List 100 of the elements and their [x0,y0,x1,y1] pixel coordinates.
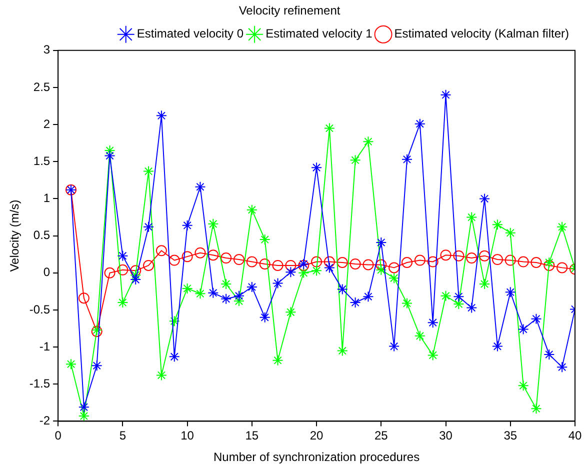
point [66,358,76,370]
x-tick-label: 30 [439,428,453,443]
point [272,260,284,271]
point [518,324,529,335]
point [504,254,516,266]
point [402,257,412,268]
point [143,221,154,232]
x-tick-label: 10 [180,428,194,443]
y-tick-label: 1 [43,191,50,206]
point [350,297,361,308]
point [336,345,348,356]
point [544,348,555,360]
point [388,272,400,284]
point [453,298,464,310]
point [518,256,529,268]
point [117,250,128,262]
point [556,362,568,373]
point [324,256,335,268]
point [194,288,206,300]
point [414,118,426,130]
point [388,340,400,352]
x-tick-label: 25 [374,428,388,443]
point [388,262,400,274]
x-tick-label: 20 [310,428,324,443]
point [427,317,438,328]
x-tick-label: 15 [245,428,259,443]
point [440,290,452,302]
y-tick-label: 2.5 [33,80,50,94]
point [466,212,478,223]
legend-label: Estimated velocity (Kalman filter) [394,26,570,41]
point [117,297,128,308]
point [298,267,310,278]
point [208,287,219,298]
x-tick-label: 0 [54,428,62,443]
point [402,154,412,165]
point [530,313,542,324]
point [362,259,374,270]
point [414,254,426,266]
point [156,370,167,381]
point [194,181,206,192]
point [479,250,490,262]
point [504,286,516,298]
point [492,340,503,352]
point [336,284,348,295]
point [208,218,219,230]
point [259,312,270,323]
point [194,247,206,258]
point [479,278,490,290]
point [220,278,232,290]
y-tick-label: -0.5 [29,302,50,316]
point [518,380,529,392]
point [427,256,438,268]
point [168,316,180,327]
point [220,252,232,264]
point [117,264,128,276]
point [143,260,154,271]
y-axis-title: Velocity (m/s) [8,200,22,272]
point [168,351,180,362]
point [272,278,284,289]
point [530,403,542,414]
point [104,150,116,162]
point [492,219,503,230]
point [453,291,464,302]
y-tick-label: 2 [43,116,50,131]
point [246,204,258,216]
point [466,302,478,314]
y-tick-label: -1 [39,339,50,354]
point [91,360,102,372]
point [78,410,90,422]
point [143,166,154,177]
point [362,291,374,302]
point [544,260,555,271]
point [402,298,412,309]
point [311,265,322,276]
point [453,250,464,262]
point [324,262,335,274]
point [182,282,193,294]
chart-title: Velocity refinement [238,4,341,18]
point [440,89,452,100]
point [168,254,180,266]
point [336,257,348,268]
point [427,350,438,361]
point [556,262,568,274]
point [182,220,193,231]
point [234,290,244,302]
point [234,254,244,266]
point [376,264,387,276]
point [285,260,296,271]
point [376,236,387,248]
point [466,252,478,264]
x-tick-label: 35 [504,428,518,443]
point [156,245,167,256]
point [544,257,555,268]
point [362,136,374,148]
legend-label: Estimated velocity 1 [266,26,373,41]
point [285,266,296,278]
x-tick-label: 40 [568,428,582,443]
point [376,259,387,270]
point [208,250,219,261]
y-tick-label: 0.5 [33,228,50,242]
